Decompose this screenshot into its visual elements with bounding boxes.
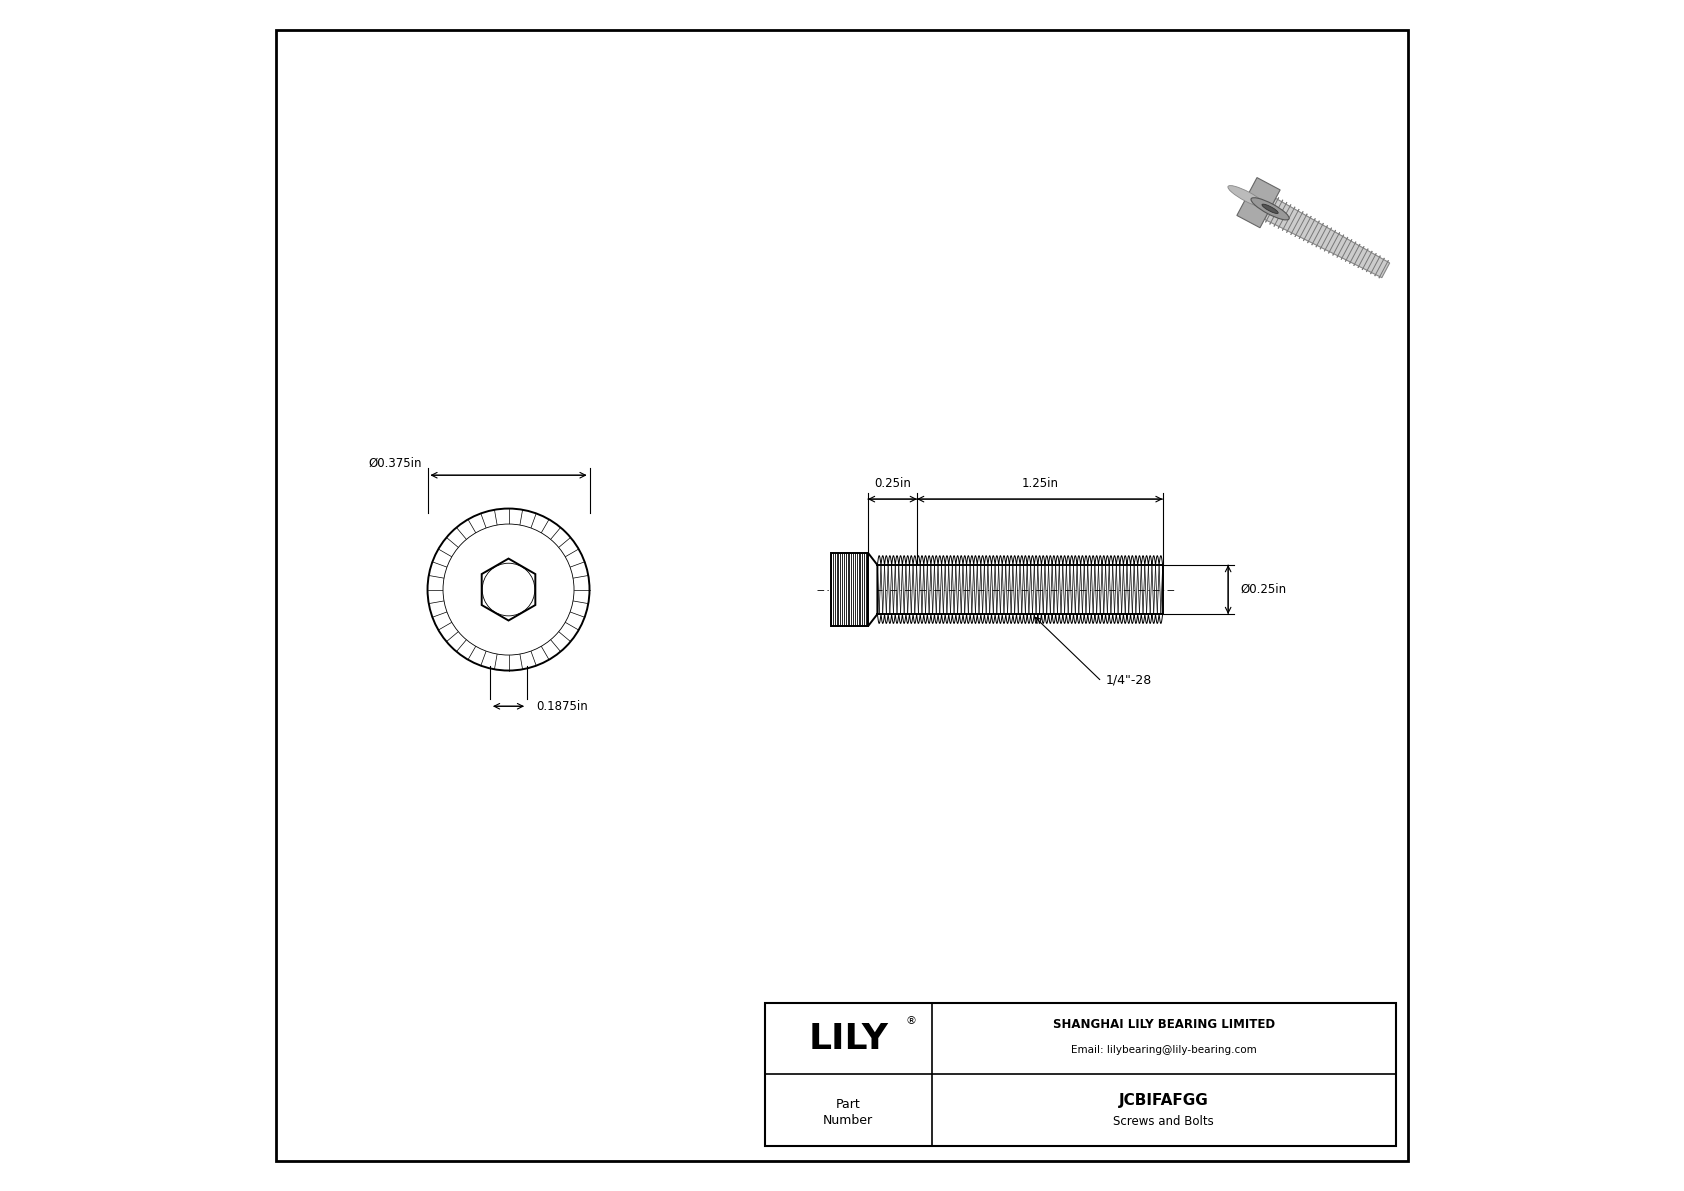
- Text: ®: ®: [906, 1016, 916, 1025]
- Polygon shape: [867, 553, 877, 626]
- Bar: [765, 1003, 1396, 1146]
- Ellipse shape: [1261, 204, 1278, 213]
- Bar: [877, 565, 1162, 615]
- Polygon shape: [1236, 177, 1280, 227]
- Text: Screws and Bolts: Screws and Bolts: [1113, 1116, 1214, 1128]
- Text: 0.25in: 0.25in: [874, 476, 911, 490]
- Text: Ø0.375in: Ø0.375in: [369, 456, 421, 469]
- Polygon shape: [1265, 198, 1389, 278]
- Text: Ø0.25in: Ø0.25in: [1239, 584, 1287, 596]
- Text: 1/4"-28: 1/4"-28: [1106, 673, 1152, 686]
- Bar: [830, 553, 867, 626]
- Text: Part: Part: [835, 1098, 861, 1110]
- Text: 0.1875in: 0.1875in: [537, 700, 588, 712]
- Text: Number: Number: [823, 1115, 874, 1127]
- Text: JCBIFAFGG: JCBIFAFGG: [1118, 1093, 1209, 1108]
- Text: 1.25in: 1.25in: [1021, 476, 1058, 490]
- Text: LILY: LILY: [808, 1022, 887, 1055]
- Text: Email: lilybearing@lily-bearing.com: Email: lilybearing@lily-bearing.com: [1071, 1046, 1256, 1055]
- Ellipse shape: [1251, 198, 1290, 220]
- Circle shape: [443, 524, 574, 655]
- Ellipse shape: [1228, 186, 1266, 207]
- Text: SHANGHAI LILY BEARING LIMITED: SHANGHAI LILY BEARING LIMITED: [1052, 1018, 1275, 1030]
